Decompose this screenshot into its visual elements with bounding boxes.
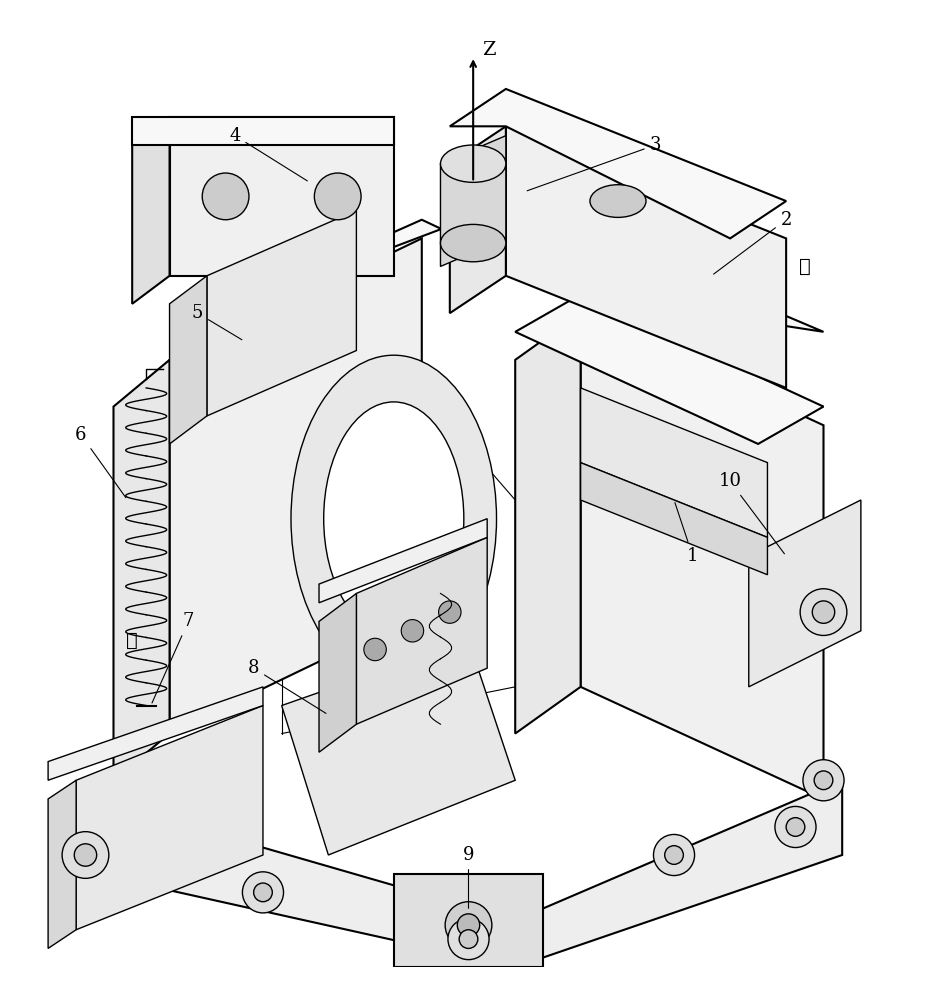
Polygon shape <box>449 89 785 238</box>
Polygon shape <box>449 126 505 313</box>
Polygon shape <box>393 874 543 967</box>
Text: 10: 10 <box>718 472 783 554</box>
Circle shape <box>459 930 477 948</box>
Circle shape <box>363 638 386 661</box>
Polygon shape <box>580 388 767 537</box>
Text: 1: 1 <box>674 503 697 565</box>
Ellipse shape <box>291 355 496 682</box>
Circle shape <box>74 844 96 866</box>
Polygon shape <box>505 126 785 388</box>
Ellipse shape <box>440 224 505 262</box>
Polygon shape <box>282 640 515 855</box>
Circle shape <box>62 832 109 878</box>
Polygon shape <box>515 313 580 734</box>
Polygon shape <box>169 238 421 734</box>
Text: 2: 2 <box>713 211 791 274</box>
Polygon shape <box>318 593 356 752</box>
Circle shape <box>774 806 815 848</box>
Circle shape <box>401 620 423 642</box>
Text: 7: 7 <box>152 612 194 703</box>
Polygon shape <box>48 780 76 948</box>
Circle shape <box>202 173 249 220</box>
Circle shape <box>445 902 491 948</box>
Polygon shape <box>48 687 263 780</box>
Polygon shape <box>580 463 767 575</box>
Polygon shape <box>580 313 823 799</box>
Circle shape <box>314 173 360 220</box>
Circle shape <box>799 589 846 635</box>
Polygon shape <box>76 706 263 930</box>
Text: 5: 5 <box>192 304 241 340</box>
Circle shape <box>802 760 843 801</box>
Text: 前: 前 <box>126 631 138 650</box>
Circle shape <box>812 601 834 623</box>
Polygon shape <box>440 136 505 266</box>
Circle shape <box>813 771 832 790</box>
Polygon shape <box>318 519 487 603</box>
Circle shape <box>254 883 272 902</box>
Text: 4: 4 <box>229 127 307 181</box>
Text: 6: 6 <box>75 426 125 498</box>
Ellipse shape <box>323 402 463 635</box>
Circle shape <box>785 818 804 836</box>
Polygon shape <box>207 210 356 416</box>
Ellipse shape <box>590 185 645 217</box>
Polygon shape <box>95 780 841 967</box>
Circle shape <box>438 601 461 623</box>
Polygon shape <box>356 537 487 724</box>
Circle shape <box>457 914 479 936</box>
Polygon shape <box>113 360 169 780</box>
Text: 后: 后 <box>798 257 810 276</box>
Polygon shape <box>132 117 393 145</box>
Circle shape <box>664 846 682 864</box>
Text: 9: 9 <box>462 846 474 908</box>
Polygon shape <box>132 117 169 304</box>
Ellipse shape <box>440 145 505 182</box>
Polygon shape <box>748 500 860 687</box>
Polygon shape <box>515 294 823 444</box>
Polygon shape <box>169 201 823 332</box>
Text: 8: 8 <box>248 659 326 713</box>
Text: Z: Z <box>482 41 495 59</box>
Circle shape <box>242 872 284 913</box>
Polygon shape <box>169 276 207 444</box>
Polygon shape <box>169 117 393 276</box>
Text: 3: 3 <box>527 136 661 191</box>
Circle shape <box>652 834 694 876</box>
Circle shape <box>447 919 489 960</box>
